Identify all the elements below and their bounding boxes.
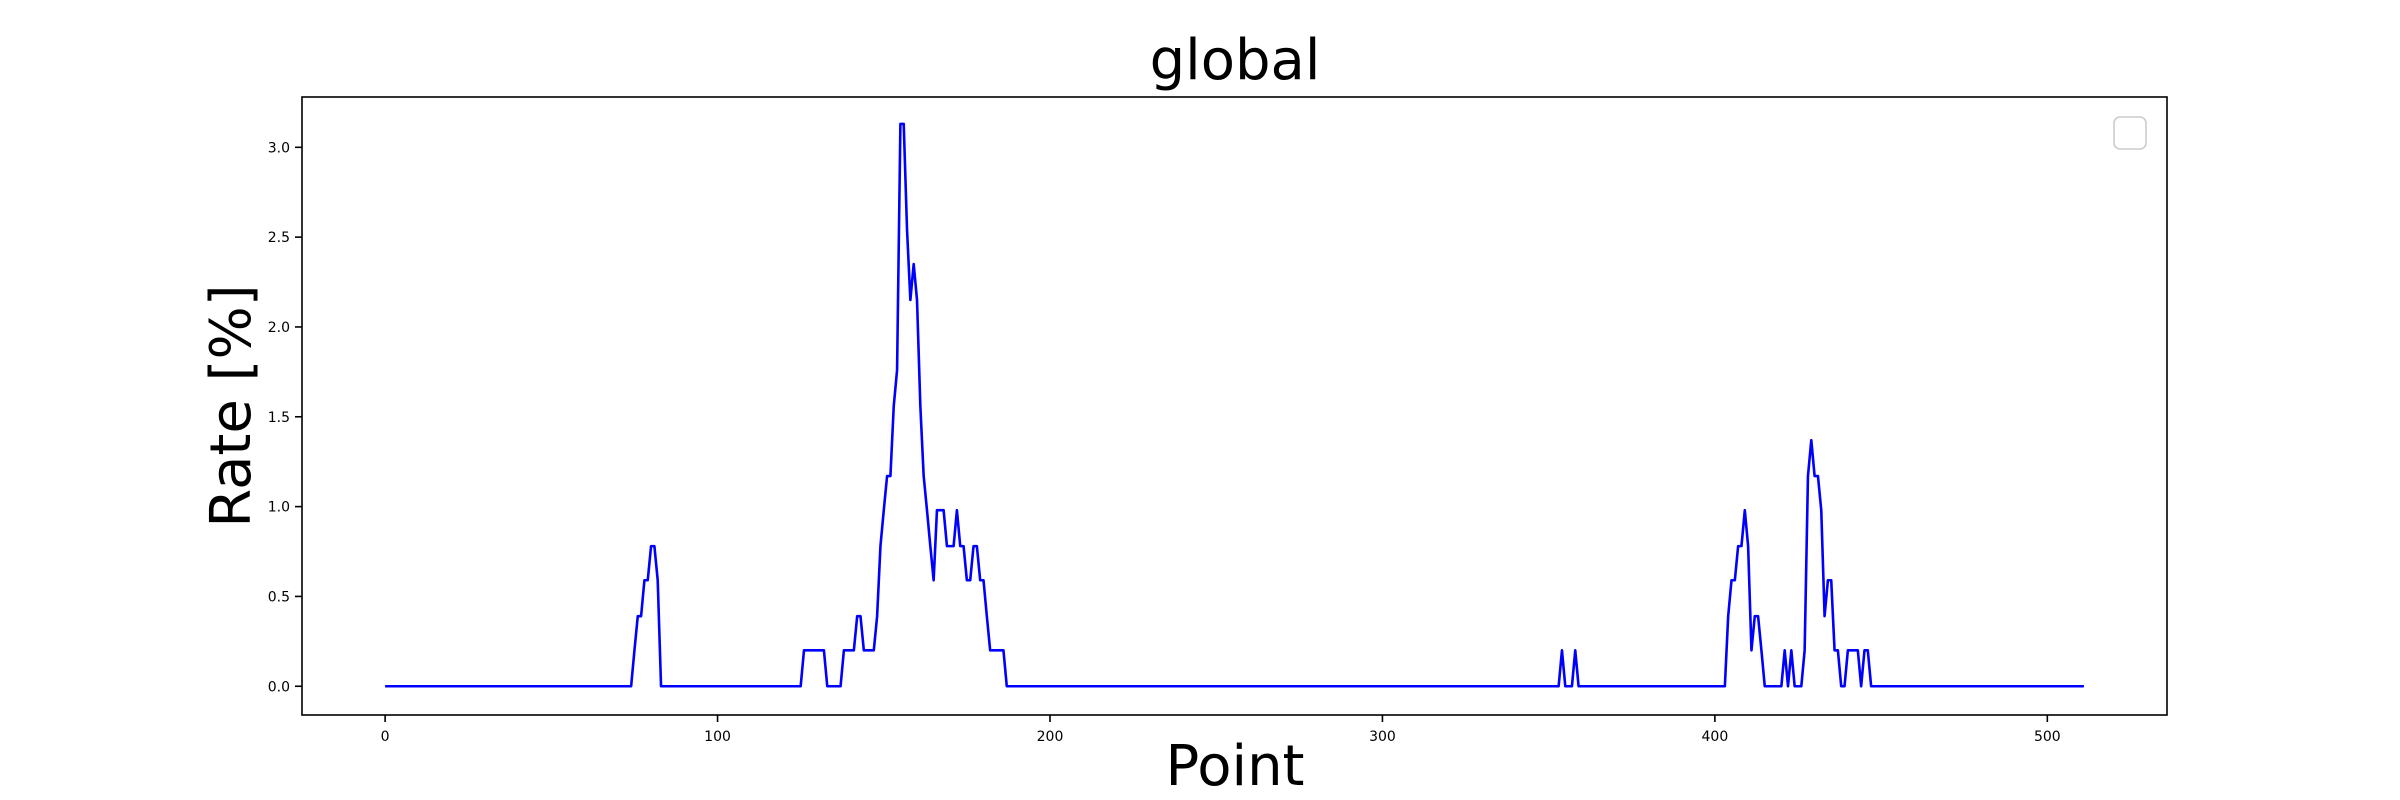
y-tick-label: 2.0	[268, 320, 290, 336]
x-tick-label: 0	[381, 729, 390, 745]
x-tick-label: 200	[1037, 729, 1064, 745]
x-tick-label: 500	[2034, 729, 2061, 745]
x-axis-label: Point	[1165, 734, 1304, 799]
y-tick-label: 0.0	[268, 679, 290, 695]
chart-title: global	[1150, 28, 1321, 93]
y-axis-label: Rate [%]	[199, 284, 264, 527]
legend-box	[2113, 116, 2147, 150]
y-tick-label: 1.0	[268, 500, 290, 516]
y-tick-label: 0.5	[268, 589, 290, 605]
y-tick-label: 1.5	[268, 410, 290, 426]
plot-frame	[301, 96, 2168, 716]
axis-ticks: 0 100 200 300 400 500 0.0 0.5 1.0 1.5 2.0 2.5 3.0	[268, 140, 2061, 745]
y-tick-label: 3.0	[268, 140, 290, 156]
series-line	[385, 122, 2084, 688]
x-tick-label: 300	[1369, 729, 1396, 745]
x-tick-label: 400	[1702, 729, 1729, 745]
x-tick-label: 100	[704, 729, 731, 745]
y-tick-label: 2.5	[268, 230, 290, 246]
